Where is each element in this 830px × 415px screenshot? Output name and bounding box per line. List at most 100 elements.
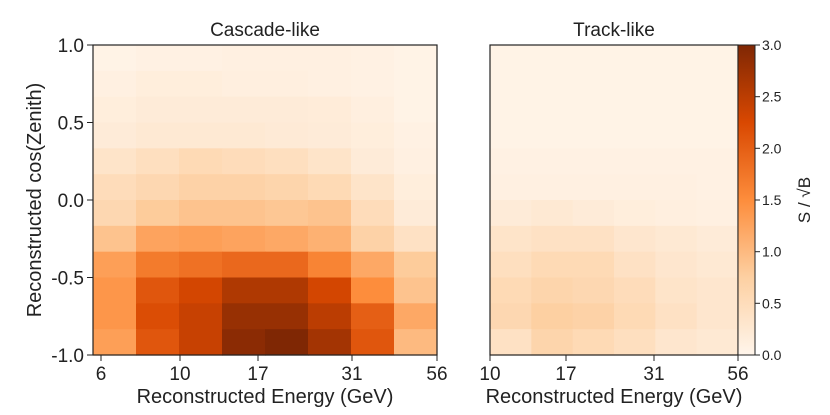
heatmap-cell [179, 174, 223, 201]
colorbar: 3.0 2.5 2.0 1.5 1.0 0.5 0.0 S / √B [737, 37, 814, 363]
heatmap-cell [351, 200, 395, 227]
heatmap-cell [222, 122, 266, 149]
heatmap-cell [490, 251, 532, 279]
heatmap-cell [490, 277, 532, 304]
heatmap-cell [222, 329, 266, 356]
heatmap-cell [614, 225, 656, 253]
heatmap-cell [265, 225, 309, 253]
heatmap-cell [614, 200, 656, 227]
heatmap-cell [179, 225, 223, 253]
heatmap-cell [179, 70, 223, 98]
heatmap-cell [265, 122, 309, 149]
colorbar-tick-label: 2.0 [762, 140, 782, 156]
heatmap-cell [572, 122, 615, 149]
heatmap-cell [179, 45, 223, 72]
heatmap-cell [93, 174, 137, 201]
heatmap-cell [531, 303, 574, 330]
heatmap-cell [394, 70, 438, 98]
heatmap-cell [655, 70, 698, 98]
heatmap-cell [394, 148, 438, 175]
heatmap-cell [308, 96, 352, 124]
heatmap-cell [222, 96, 266, 124]
heatmap-cell [93, 45, 137, 72]
heatmap-cell [136, 225, 180, 253]
heatmap-cell [351, 45, 395, 72]
heatmap-cell [265, 200, 309, 227]
heatmap-cell [136, 122, 180, 149]
heatmap-cell [394, 96, 438, 124]
colorbar-tick-label: 2.5 [762, 89, 782, 105]
heatmap-cell [572, 174, 615, 201]
heatmap-cell [531, 45, 574, 72]
heatmap-cell [614, 251, 656, 279]
heatmap-cell [222, 148, 266, 175]
heatmap-cell [490, 96, 532, 124]
x-tick-label: 17 [247, 364, 268, 385]
heatmap-cell [136, 277, 180, 304]
heatmap-cell [265, 70, 309, 98]
heatmap-cell [614, 174, 656, 201]
heatmap-cell [265, 96, 309, 124]
heatmap-cell [136, 174, 180, 201]
heatmap-cell [265, 148, 309, 175]
heatmap-cell [179, 96, 223, 124]
heatmap-cell [351, 251, 395, 279]
heatmap-cell [265, 174, 309, 201]
heatmap-cell [572, 329, 615, 356]
heatmap-cell [93, 329, 137, 356]
heatmap-cell [394, 251, 438, 279]
y-tick-label: 0.5 [58, 114, 84, 135]
heatmap-cell [614, 329, 656, 356]
heatmap-cell [531, 122, 574, 149]
heatmap-cell [351, 225, 395, 253]
heatmap-cell [179, 277, 223, 304]
x-tick-label: 10 [479, 364, 500, 385]
heatmap-cell [655, 122, 698, 149]
heatmap-cell [531, 96, 574, 124]
track-panel: Track-like 10 17 31 56 Reconstructed Ene… [479, 20, 748, 408]
heatmap-cell [531, 251, 574, 279]
heatmap-cell [351, 174, 395, 201]
heatmap-cell [531, 277, 574, 304]
heatmap-cell [572, 45, 615, 72]
track-heatmap-cells [490, 45, 739, 356]
heatmap-cell [572, 96, 615, 124]
heatmap-cell [531, 329, 574, 356]
heatmap-cell [308, 70, 352, 98]
heatmap-cell [93, 200, 137, 227]
heatmap-cell [655, 277, 698, 304]
x-tick-label: 10 [169, 364, 190, 385]
colorbar-tick-label: 3.0 [762, 37, 782, 53]
heatmap-cell [136, 70, 180, 98]
heatmap-cell [696, 174, 739, 201]
heatmap-cell [614, 277, 656, 304]
colorbar-tick-label: 0.5 [762, 295, 782, 311]
heatmap-cell [308, 225, 352, 253]
heatmap-cell [394, 329, 438, 356]
cascade-y-ticks: 1.0 0.5 0.0 -0.5 -1.0 [51, 36, 93, 367]
y-tick-label: -1.0 [51, 346, 84, 367]
heatmap-cell [655, 96, 698, 124]
heatmap-cell [614, 45, 656, 72]
x-tick-label: 31 [643, 364, 664, 385]
cascade-panel: Cascade-like 1.0 0.5 0.0 -0.5 -1.0 6 10 … [24, 20, 448, 408]
heatmap-cell [179, 329, 223, 356]
heatmap-cell [572, 303, 615, 330]
heatmap-cell [136, 251, 180, 279]
cascade-x-axis-label: Reconstructed Energy (GeV) [137, 386, 394, 408]
heatmap-cell [531, 200, 574, 227]
heatmap-cell [308, 303, 352, 330]
heatmap-cell [93, 148, 137, 175]
heatmap-cell [136, 96, 180, 124]
heatmap-cell [351, 96, 395, 124]
heatmap-cell [572, 277, 615, 304]
heatmap-cell [136, 303, 180, 330]
heatmap-cell [531, 148, 574, 175]
heatmap-cell [490, 45, 532, 72]
heatmap-cell [490, 70, 532, 98]
heatmap-cell [222, 303, 266, 330]
heatmap-cell [308, 148, 352, 175]
heatmap-cell [655, 174, 698, 201]
heatmap-cell [351, 303, 395, 330]
track-title: Track-like [573, 20, 655, 41]
